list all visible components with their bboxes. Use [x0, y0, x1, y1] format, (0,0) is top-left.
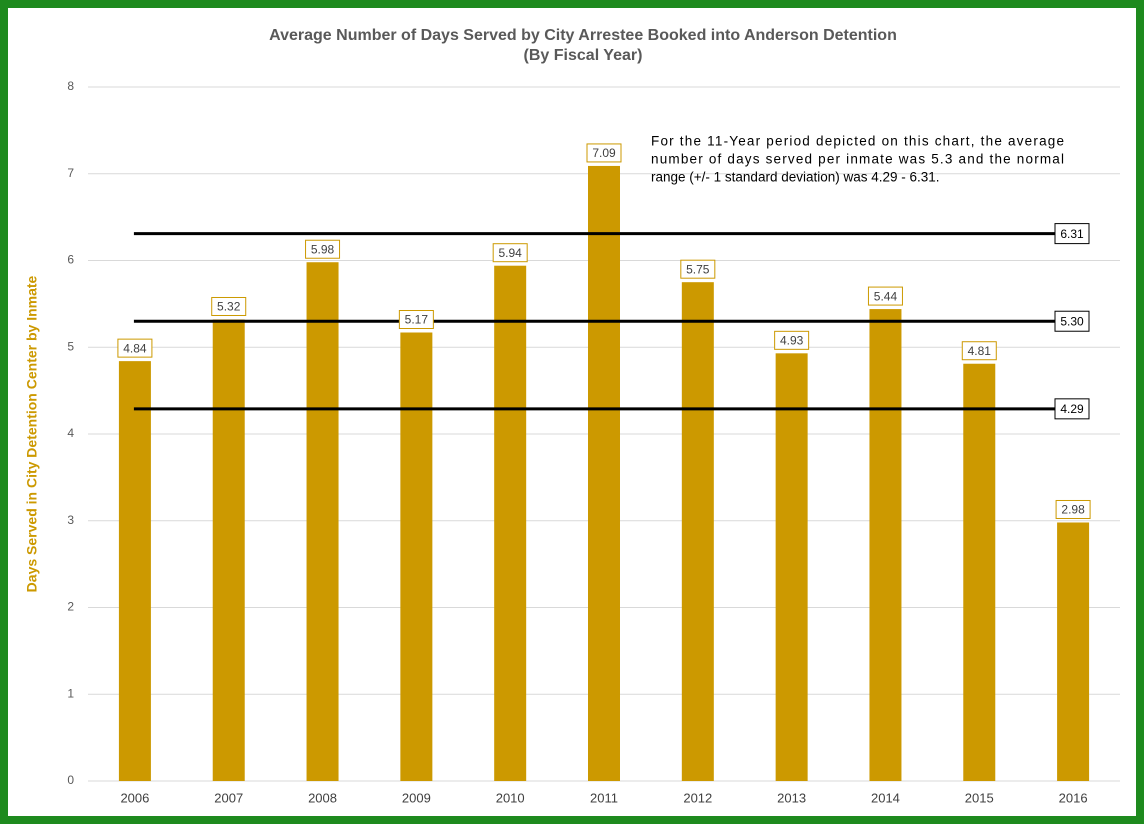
chart-background	[8, 8, 1136, 816]
x-tick-label: 2007	[214, 790, 243, 805]
reference-label: 4.29	[1060, 402, 1084, 416]
data-label: 5.32	[217, 300, 241, 314]
x-tick-label: 2015	[965, 790, 994, 805]
annotation: For the 11-Year period depicted on this …	[651, 134, 1064, 149]
bar	[306, 262, 339, 781]
x-tick-label: 2006	[120, 790, 149, 805]
bar	[775, 353, 808, 781]
y-tick-label: 8	[67, 79, 74, 93]
y-tick-label: 5	[67, 339, 74, 353]
x-tick-label: 2011	[590, 790, 618, 805]
data-label: 4.84	[123, 341, 147, 355]
data-label-box	[117, 338, 153, 358]
data-label: 4.93	[780, 333, 804, 347]
data-label: 2.98	[1061, 503, 1085, 517]
y-tick-label: 2	[67, 600, 74, 614]
data-label-box	[586, 143, 622, 163]
x-tick-label: 2016	[1059, 790, 1088, 805]
annotation: range (+/- 1 standard deviation) was 4.2…	[651, 170, 940, 185]
data-label: 5.17	[405, 313, 429, 327]
chart-subtitle: (By Fiscal Year)	[524, 47, 643, 64]
y-tick-label: 0	[67, 773, 74, 787]
data-label: 5.44	[874, 289, 898, 303]
data-label-box	[774, 330, 810, 350]
bar	[1057, 522, 1090, 781]
reference-label: 5.30	[1060, 314, 1084, 328]
data-label-box	[680, 259, 716, 279]
data-label-box	[398, 310, 434, 330]
bar	[681, 282, 714, 781]
data-label: 4.81	[968, 344, 992, 358]
data-label-box	[492, 243, 528, 263]
bar	[400, 332, 433, 781]
x-tick-label: 2009	[402, 790, 431, 805]
x-tick-label: 2013	[777, 790, 806, 805]
data-label: 7.09	[592, 146, 616, 160]
y-tick-label: 1	[67, 686, 74, 700]
chart-title: Average Number of Days Served by City Ar…	[269, 27, 897, 44]
y-tick-label: 3	[67, 513, 74, 527]
bar	[963, 363, 996, 781]
bar	[212, 319, 245, 781]
y-tick-label: 7	[67, 166, 74, 180]
data-label-box	[867, 286, 903, 306]
y-axis-label: Days Served in City Detention Center by …	[24, 275, 40, 592]
y-tick-label: 4	[67, 426, 74, 440]
x-tick-label: 2008	[308, 790, 337, 805]
data-label-box	[305, 239, 341, 259]
reference-label: 6.31	[1060, 227, 1084, 241]
bar	[588, 165, 620, 781]
reference-label-box	[1054, 223, 1090, 245]
data-label-box	[211, 296, 247, 316]
annotation: number of days served per inmate was 5.3…	[651, 152, 1064, 167]
y-tick-label: 6	[67, 253, 74, 267]
data-label: 5.75	[686, 262, 710, 276]
bar	[118, 361, 151, 781]
bar	[494, 265, 527, 782]
reference-label-box	[1054, 310, 1090, 332]
data-label-box	[961, 341, 997, 361]
x-tick-label: 2014	[871, 790, 900, 805]
data-label-box	[1055, 499, 1091, 519]
data-label: 5.94	[499, 246, 523, 260]
x-tick-label: 2012	[683, 790, 712, 805]
x-tick-label: 2010	[496, 790, 525, 805]
reference-label-box	[1054, 398, 1090, 420]
data-label: 5.98	[311, 242, 335, 256]
bar	[869, 309, 902, 781]
